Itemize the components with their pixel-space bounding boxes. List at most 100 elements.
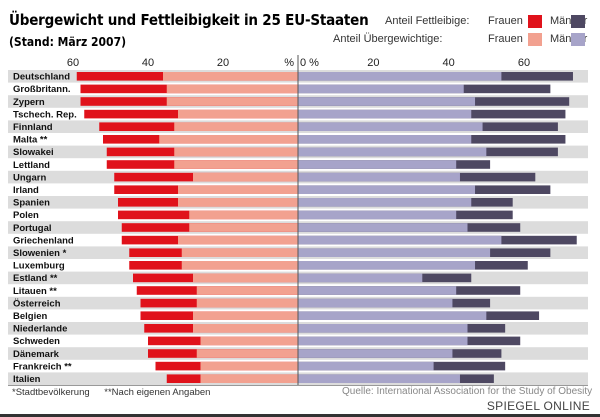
bottom-rule	[0, 414, 600, 417]
bar-overweight-women	[178, 185, 298, 194]
footnotes: *Stadtbevölkerung **Nach eigenen Angaben	[12, 387, 222, 398]
x-tick-men: 20	[367, 57, 379, 69]
bar-overweight-women	[200, 336, 298, 346]
category-label: Italien	[13, 374, 41, 385]
bar-overweight-women	[178, 109, 298, 119]
bar-overweight-men	[298, 97, 476, 106]
bar-overweight-men	[298, 160, 457, 169]
x-tick-women: %	[284, 57, 294, 69]
x-tick-men: 0 %	[300, 57, 319, 69]
legend-overweight-women-label: Frauen	[488, 33, 523, 45]
chart-title: Übergewicht und Fettleibigkeit in 25 EU-…	[9, 11, 369, 29]
bar-overweight-men	[298, 185, 476, 194]
bar-overweight-women	[178, 198, 298, 207]
bar-overweight-men	[298, 374, 460, 383]
bar-overweight-men	[298, 311, 487, 320]
bar-overweight-women	[181, 248, 298, 257]
bar-overweight-women	[200, 361, 298, 371]
bar-overweight-men	[298, 109, 472, 119]
bar-overweight-women	[181, 261, 298, 270]
bar-overweight-women	[159, 135, 298, 144]
brand-label: SPIEGEL ONLINE	[486, 399, 590, 413]
category-label: Schweden	[13, 336, 60, 347]
bar-overweight-women	[178, 235, 298, 245]
bar-overweight-women	[196, 349, 298, 358]
category-label: Litauen **	[13, 286, 57, 297]
category-label: Irland	[13, 185, 39, 196]
bar-overweight-women	[166, 97, 298, 106]
category-label: Estland **	[13, 273, 58, 284]
category-label: Malta **	[13, 135, 48, 146]
bar-overweight-men	[298, 210, 457, 220]
bar-overweight-men	[298, 349, 453, 358]
bar-overweight-women	[189, 210, 298, 220]
category-label: Großbritann.	[13, 84, 71, 95]
category-label: Dänemark	[13, 349, 60, 360]
source-note: Quelle: International Association for th…	[342, 386, 593, 397]
bar-overweight-women	[166, 84, 298, 94]
bar-overweight-women	[200, 374, 298, 383]
bar-overweight-men	[298, 361, 434, 371]
bar-overweight-men	[298, 298, 453, 308]
category-label: Deutschland	[13, 72, 70, 83]
bar-overweight-men	[298, 135, 472, 144]
bar-overweight-men	[298, 147, 487, 157]
x-tick-women: 60	[67, 57, 79, 69]
category-label: Ungarn	[13, 172, 46, 183]
legend-obese-label: Anteil Fettleibige:	[385, 15, 470, 27]
bar-overweight-men	[298, 261, 476, 270]
category-label: Portugal	[13, 223, 52, 234]
bar-overweight-men	[298, 223, 468, 232]
legend-row-overweight: Anteil Übergewichtige: Frauen Männer	[333, 33, 590, 47]
legend-obese-men-swatch	[571, 15, 585, 28]
bar-overweight-men	[298, 122, 483, 131]
legend-row-obese: Anteil Fettleibige: Frauen Männer	[385, 15, 590, 29]
x-tick-men: 60	[518, 57, 530, 69]
x-tick-women: 20	[217, 57, 229, 69]
bar-overweight-women	[189, 223, 298, 232]
legend-obese-women-swatch	[528, 15, 542, 28]
bar-overweight-men	[298, 84, 464, 94]
x-tick-women: 40	[142, 57, 154, 69]
bar-overweight-women	[196, 298, 298, 308]
bar-overweight-men	[298, 172, 460, 182]
category-label: Belgien	[13, 311, 48, 322]
bar-overweight-women	[163, 72, 298, 81]
bar-overweight-men	[298, 248, 491, 257]
bar-overweight-men	[298, 286, 457, 295]
category-label: Griechenland	[13, 235, 74, 246]
legend-obese-women-label: Frauen	[488, 15, 523, 27]
category-label: Spanien	[13, 198, 50, 209]
chart-subtitle: (Stand: März 2007)	[9, 35, 127, 49]
bar-overweight-women	[193, 273, 298, 283]
category-label: Slowenien *	[13, 248, 67, 259]
bar-overweight-women	[193, 311, 298, 320]
category-label: Finnland	[13, 122, 53, 133]
bar-overweight-women	[196, 286, 298, 295]
bar-overweight-women	[193, 324, 298, 333]
bar-overweight-men	[298, 198, 472, 207]
bar-overweight-men	[298, 336, 468, 346]
category-label: Slowakei	[13, 147, 54, 158]
bar-overweight-women	[193, 172, 298, 182]
category-label: Luxemburg	[13, 261, 65, 272]
legend-overweight-label: Anteil Übergewichtige:	[333, 33, 443, 45]
bar-overweight-men	[298, 235, 502, 245]
category-label: Polen	[13, 210, 39, 221]
bar-overweight-men	[298, 273, 423, 283]
bar-overweight-men	[298, 72, 502, 81]
category-label: Tschech. Rep.	[13, 109, 77, 120]
legend-overweight-men-swatch	[571, 33, 585, 46]
footnote-self-reported: **Nach eigenen Angaben	[104, 387, 211, 398]
footnote-city: *Stadtbevölkerung	[12, 387, 90, 398]
bar-overweight-women	[174, 160, 298, 169]
x-tick-men: 40	[443, 57, 455, 69]
bar-overweight-men	[298, 324, 468, 333]
category-label: Lettland	[13, 160, 50, 171]
bar-overweight-women	[174, 122, 298, 131]
category-label: Österreich	[13, 298, 61, 309]
category-label: Frankreich **	[13, 361, 72, 372]
category-label: Zypern	[13, 97, 45, 108]
category-label: Niederlande	[13, 324, 67, 335]
